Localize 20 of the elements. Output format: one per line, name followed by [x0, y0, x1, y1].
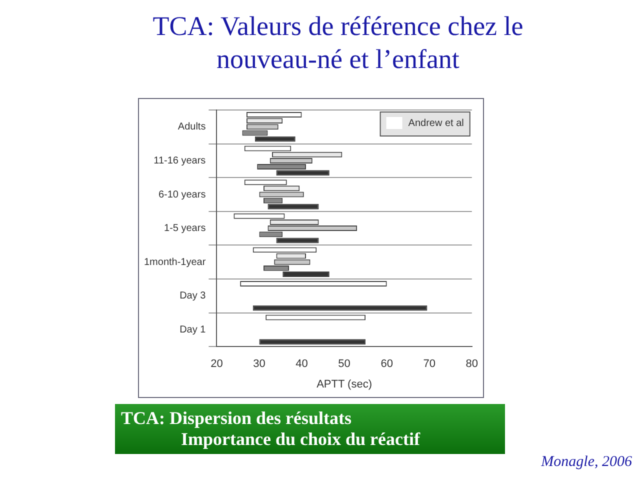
x-tick-label: 70 — [423, 358, 436, 370]
x-tick-label: 40 — [296, 358, 308, 370]
text: Importance du choix du réactif — [180, 429, 422, 450]
chart-title: TCA: Valeurs de référence chez le nouveau-né et l’enfant — [152, 10, 524, 76]
text: TCA: Dispersion des résultats — [121, 408, 353, 429]
y-tick-label: 1month-1year — [144, 256, 206, 268]
y-tick-label: Adults — [178, 122, 206, 133]
y-tick-label: 11-16 years — [154, 155, 206, 166]
y-tick-label: 6-10 years — [158, 189, 206, 200]
x-tick-label: 20 — [210, 358, 223, 370]
x-tick-label: 30 — [253, 358, 266, 370]
legend-label: Andrew et al — [408, 118, 464, 129]
y-tick-label: Day 3 — [180, 290, 206, 302]
x-tick-label: 60 — [380, 358, 393, 370]
y-tick-label: 1-5 years — [164, 223, 206, 234]
x-axis-title: APTT (sec) — [316, 378, 372, 390]
x-tick-label: 50 — [338, 358, 350, 370]
x-tick-label: 80 — [466, 358, 478, 370]
y-tick-label: Day 1 — [180, 324, 206, 336]
text: Monagle, 2006 — [541, 454, 632, 471]
